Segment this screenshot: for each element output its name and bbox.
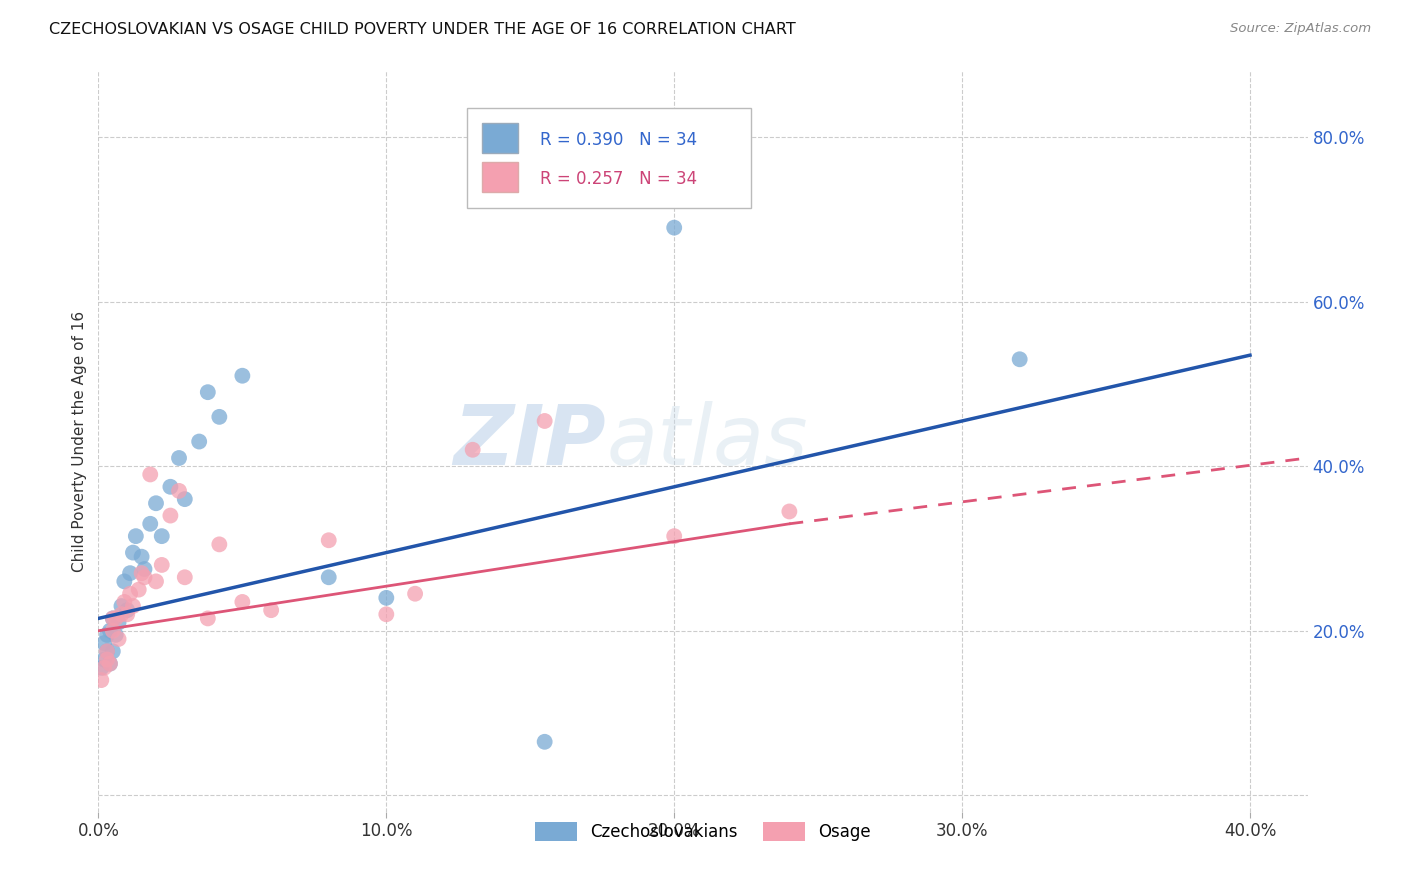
Point [104,611,127,625]
Point [93,661,115,675]
Y-axis label: Child Poverty Under the Age of 16: Child Poverty Under the Age of 16 [72,311,87,572]
Point [122,546,145,560]
Point [96,644,118,658]
Point [122,599,145,613]
Point [139,467,162,482]
Point [110,599,132,613]
Point [101,624,124,638]
Point [404,587,426,601]
Point [231,595,253,609]
Text: atlas: atlas [606,401,808,482]
Point [167,483,190,498]
Point [101,644,124,658]
Point [533,414,555,428]
Point [150,529,173,543]
Point [461,442,484,457]
Point [159,480,181,494]
Point [96,628,118,642]
Point [375,607,398,622]
Point [110,607,132,622]
Point [134,562,156,576]
Point [173,570,195,584]
Point [318,570,340,584]
Point [131,566,153,581]
Point [778,504,800,518]
Point [145,496,167,510]
Point [150,558,173,572]
Point [96,652,118,666]
Point [260,603,283,617]
Point [197,611,219,625]
Text: ZIP: ZIP [454,401,606,482]
Point [120,566,142,581]
FancyBboxPatch shape [482,123,517,153]
Point [139,516,162,531]
FancyBboxPatch shape [467,109,751,209]
Text: R = 0.257   N = 34: R = 0.257 N = 34 [540,170,697,188]
Point [101,611,124,625]
Point [664,220,686,235]
Point [208,409,231,424]
Point [167,450,190,465]
Point [96,644,118,658]
Point [131,549,153,564]
Point [98,657,121,671]
Point [664,529,686,543]
Point [101,611,124,625]
Point [375,591,398,605]
Point [93,652,115,666]
Point [533,735,555,749]
Point [107,615,129,630]
Point [93,636,115,650]
Point [112,595,135,609]
Point [208,537,231,551]
Text: Source: ZipAtlas.com: Source: ZipAtlas.com [1230,22,1371,36]
Legend: Czechoslovakians, Osage: Czechoslovakians, Osage [529,815,877,847]
Point [107,632,129,646]
Point [159,508,181,523]
Point [98,657,121,671]
Point [90,661,112,675]
Point [1008,352,1031,367]
Point [98,624,121,638]
Point [112,574,135,589]
Point [188,434,211,449]
Point [104,628,127,642]
Point [125,529,148,543]
Point [231,368,253,383]
Point [197,385,219,400]
Point [120,587,142,601]
FancyBboxPatch shape [482,162,517,192]
Point [90,673,112,687]
Point [318,533,340,548]
Text: R = 0.390   N = 34: R = 0.390 N = 34 [540,131,697,149]
Point [134,570,156,584]
Point [115,603,138,617]
Point [115,607,138,622]
Point [128,582,150,597]
Text: CZECHOSLOVAKIAN VS OSAGE CHILD POVERTY UNDER THE AGE OF 16 CORRELATION CHART: CZECHOSLOVAKIAN VS OSAGE CHILD POVERTY U… [49,22,796,37]
Point [145,574,167,589]
Point [173,492,195,507]
